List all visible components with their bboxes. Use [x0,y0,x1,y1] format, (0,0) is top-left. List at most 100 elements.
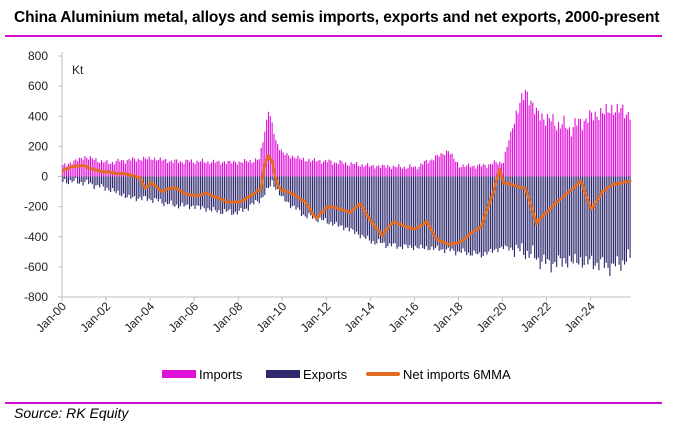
exports-bar [624,176,626,265]
exports-bar [146,176,148,201]
exports-bar [130,176,132,199]
exports-bar [181,176,183,203]
imports-bar [288,155,290,177]
exports-bar [552,176,554,264]
exports-bar [442,176,444,250]
exports-bar [390,176,393,247]
imports-bar [299,158,301,177]
exports-bar [225,176,227,212]
exports-bar [570,176,572,262]
imports-bar [71,164,73,177]
exports-bar [341,176,343,226]
imports-bar [612,114,615,177]
imports-bar [212,159,214,177]
exports-bar [82,176,84,186]
exports-bar [308,176,310,214]
imports-bar [300,159,303,177]
imports-bar [245,160,248,177]
imports-bar [543,119,545,177]
exports-bar [460,176,462,253]
imports-bar [440,153,442,177]
exports-bar [554,176,556,262]
imports-bar [528,105,530,177]
imports-bar [526,91,528,177]
exports-bar [594,176,596,266]
exports-bar [236,176,238,215]
exports-bar [618,176,620,265]
exports-bar [345,176,347,228]
exports-bar [137,176,139,199]
imports-bar [104,161,106,177]
source-rule [5,402,662,404]
exports-bar [378,176,380,240]
exports-bar [464,176,466,252]
imports-bar [106,159,108,177]
exports-bar [352,176,354,230]
imports-bar [163,159,165,177]
exports-bar [583,176,585,266]
imports-bar [207,161,209,177]
exports-bar [152,176,154,203]
imports-bar [455,161,457,177]
x-tick-label: Jan-08 [209,299,245,335]
imports-bar [247,162,249,177]
y-tick-label: -600 [24,260,48,274]
imports-bar [119,161,121,177]
exports-bar [62,176,64,182]
exports-bar [322,176,325,221]
exports-bar [616,176,618,257]
exports-bar [603,176,605,268]
exports-bar [271,176,273,181]
imports-bar [249,159,251,177]
exports-bar [627,176,629,250]
imports-bar [269,116,271,177]
exports-bar [264,176,266,196]
imports-bar [579,118,582,177]
imports-bar [493,160,495,177]
exports-bar [135,176,137,202]
exports-bar [589,176,591,260]
imports-bar [73,160,75,177]
imports-bar [233,160,235,177]
exports-bar [293,176,295,206]
imports-bar [537,110,539,177]
imports-bar [319,160,321,177]
imports-bar [278,150,281,177]
exports-bar [422,176,424,249]
exports-bar [379,176,382,243]
exports-bar [124,176,126,198]
imports-bar [519,102,521,177]
imports-bar [157,159,159,177]
imports-bar [275,140,277,177]
imports-bar [255,158,257,177]
exports-bar [508,176,510,251]
imports-bar [378,165,380,177]
exports-bar [343,176,345,231]
exports-bar [548,176,550,261]
imports-bar [346,165,348,177]
imports-bar [295,158,297,177]
imports-bar [229,160,231,177]
imports-bar [390,169,393,177]
exports-bar [100,176,103,184]
exports-bar [479,176,481,253]
imports-bar [198,162,200,177]
imports-bar [110,163,112,177]
exports-bar [67,176,69,185]
exports-bar [117,176,119,191]
imports-bar [574,118,576,177]
exports-bar [372,176,374,241]
exports-bar [480,176,482,258]
imports-bar [429,160,431,177]
y-tick-label: 400 [28,109,48,123]
exports-bar [510,176,512,248]
imports-bar [150,159,152,177]
imports-bar [618,112,620,177]
exports-bar [176,176,178,205]
exports-bar [414,176,416,246]
imports-bar [122,160,125,177]
imports-bar [620,107,622,177]
exports-bar [249,176,251,205]
imports-bar [357,166,359,177]
imports-bar [451,153,453,177]
